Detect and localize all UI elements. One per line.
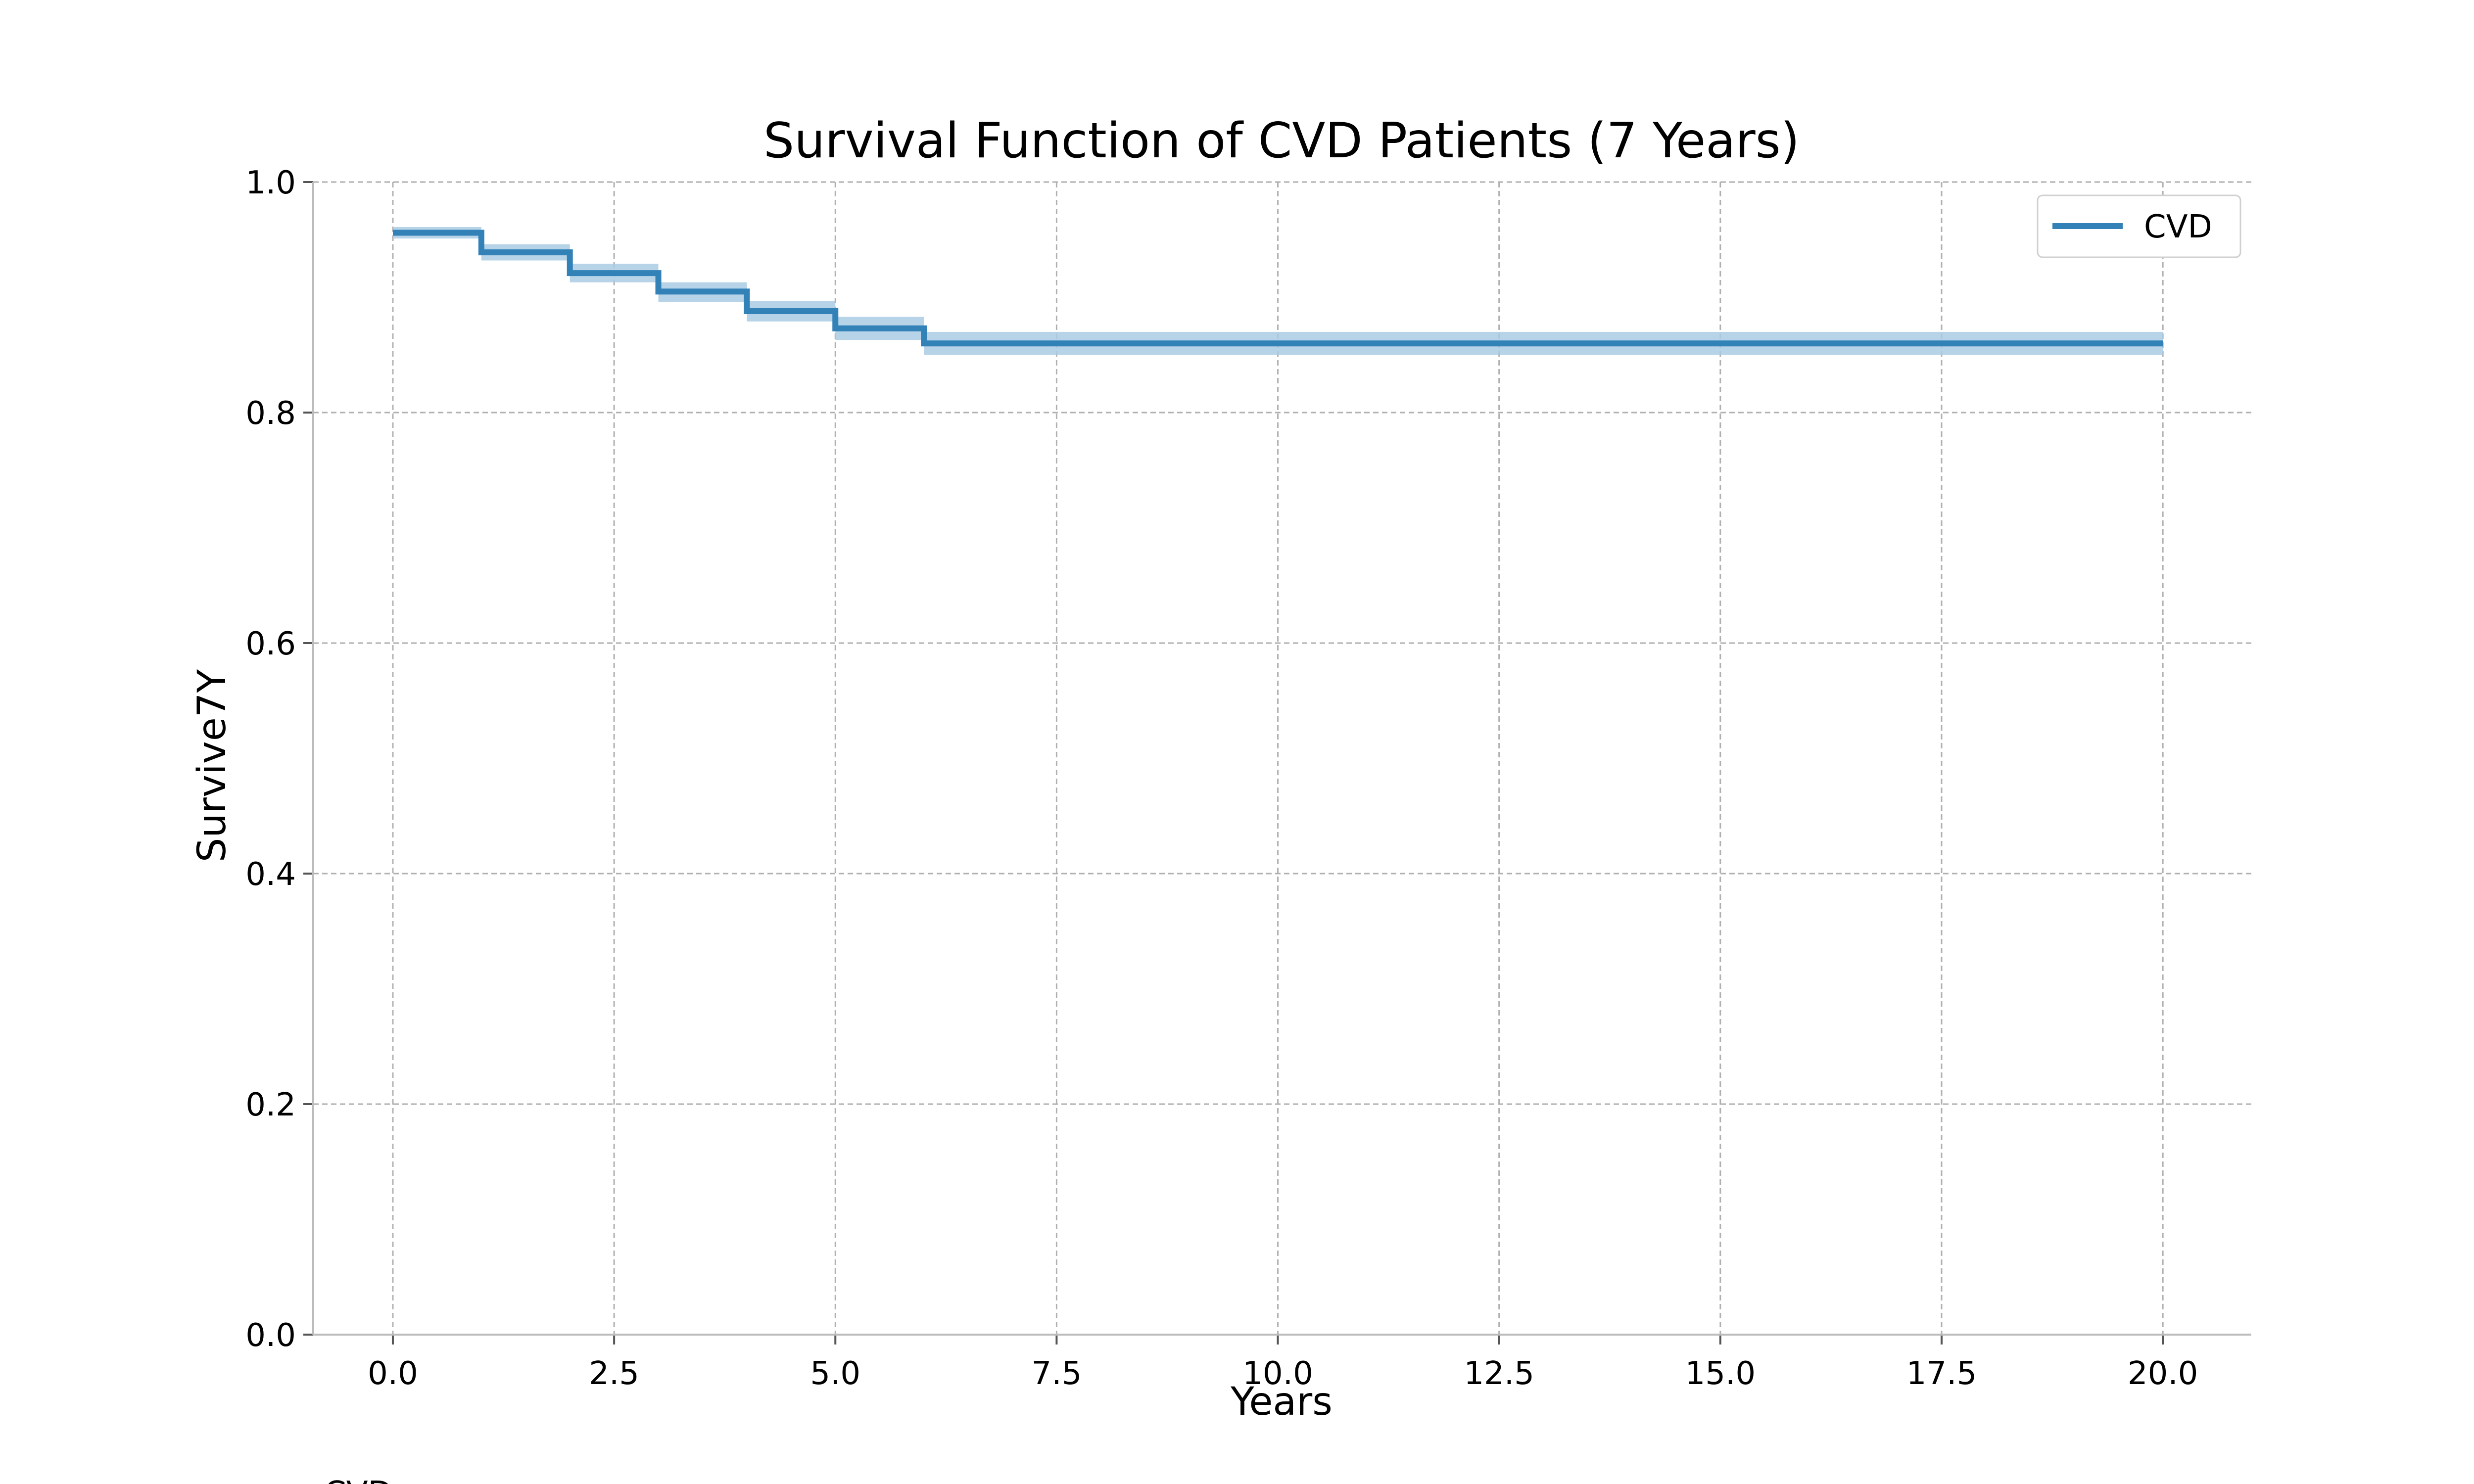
x-tick-label: 7.5 xyxy=(1032,1355,1082,1392)
legend-label-cvd: CVD xyxy=(2144,209,2212,245)
y-tick-label: 0.2 xyxy=(245,1087,296,1123)
y-axis-title: Survive7Y xyxy=(190,669,235,863)
y-tick-label: 0.8 xyxy=(245,395,296,432)
y-tick-label: 0.0 xyxy=(245,1317,296,1354)
y-tick-label: 1.0 xyxy=(245,165,296,201)
chart-title: Survival Function of CVD Patients (7 Yea… xyxy=(763,113,1800,169)
axes xyxy=(303,181,2251,1345)
x-tick-label: 17.5 xyxy=(1906,1355,1977,1392)
x-axis-title: Years xyxy=(1230,1380,1332,1424)
legend: CVD xyxy=(2037,194,2241,258)
legend-box xyxy=(2037,194,2241,258)
x-tick-label: 12.5 xyxy=(1464,1355,1534,1392)
y-tick-label: 0.6 xyxy=(245,626,296,662)
x-tick-label: 5.0 xyxy=(810,1355,860,1392)
series-lines xyxy=(392,230,2163,347)
x-tick-label: 20.0 xyxy=(2128,1355,2198,1392)
y-tick-label: 0.4 xyxy=(245,856,296,893)
x-tick-label: 2.5 xyxy=(589,1355,639,1392)
x-tick-label: 10.0 xyxy=(1242,1355,1313,1392)
footer-text: CVD xyxy=(324,1475,392,1484)
survival-line-cvd xyxy=(392,230,2163,347)
x-tick-label: 15.0 xyxy=(1685,1355,1756,1392)
tick-labels: 0.0 2.5 5.0 7.5 10.0 12.5 15.0 17.5 20.0 0.0 0.2 0.… xyxy=(245,165,2198,1392)
x-tick-label: 0.0 xyxy=(368,1355,418,1392)
